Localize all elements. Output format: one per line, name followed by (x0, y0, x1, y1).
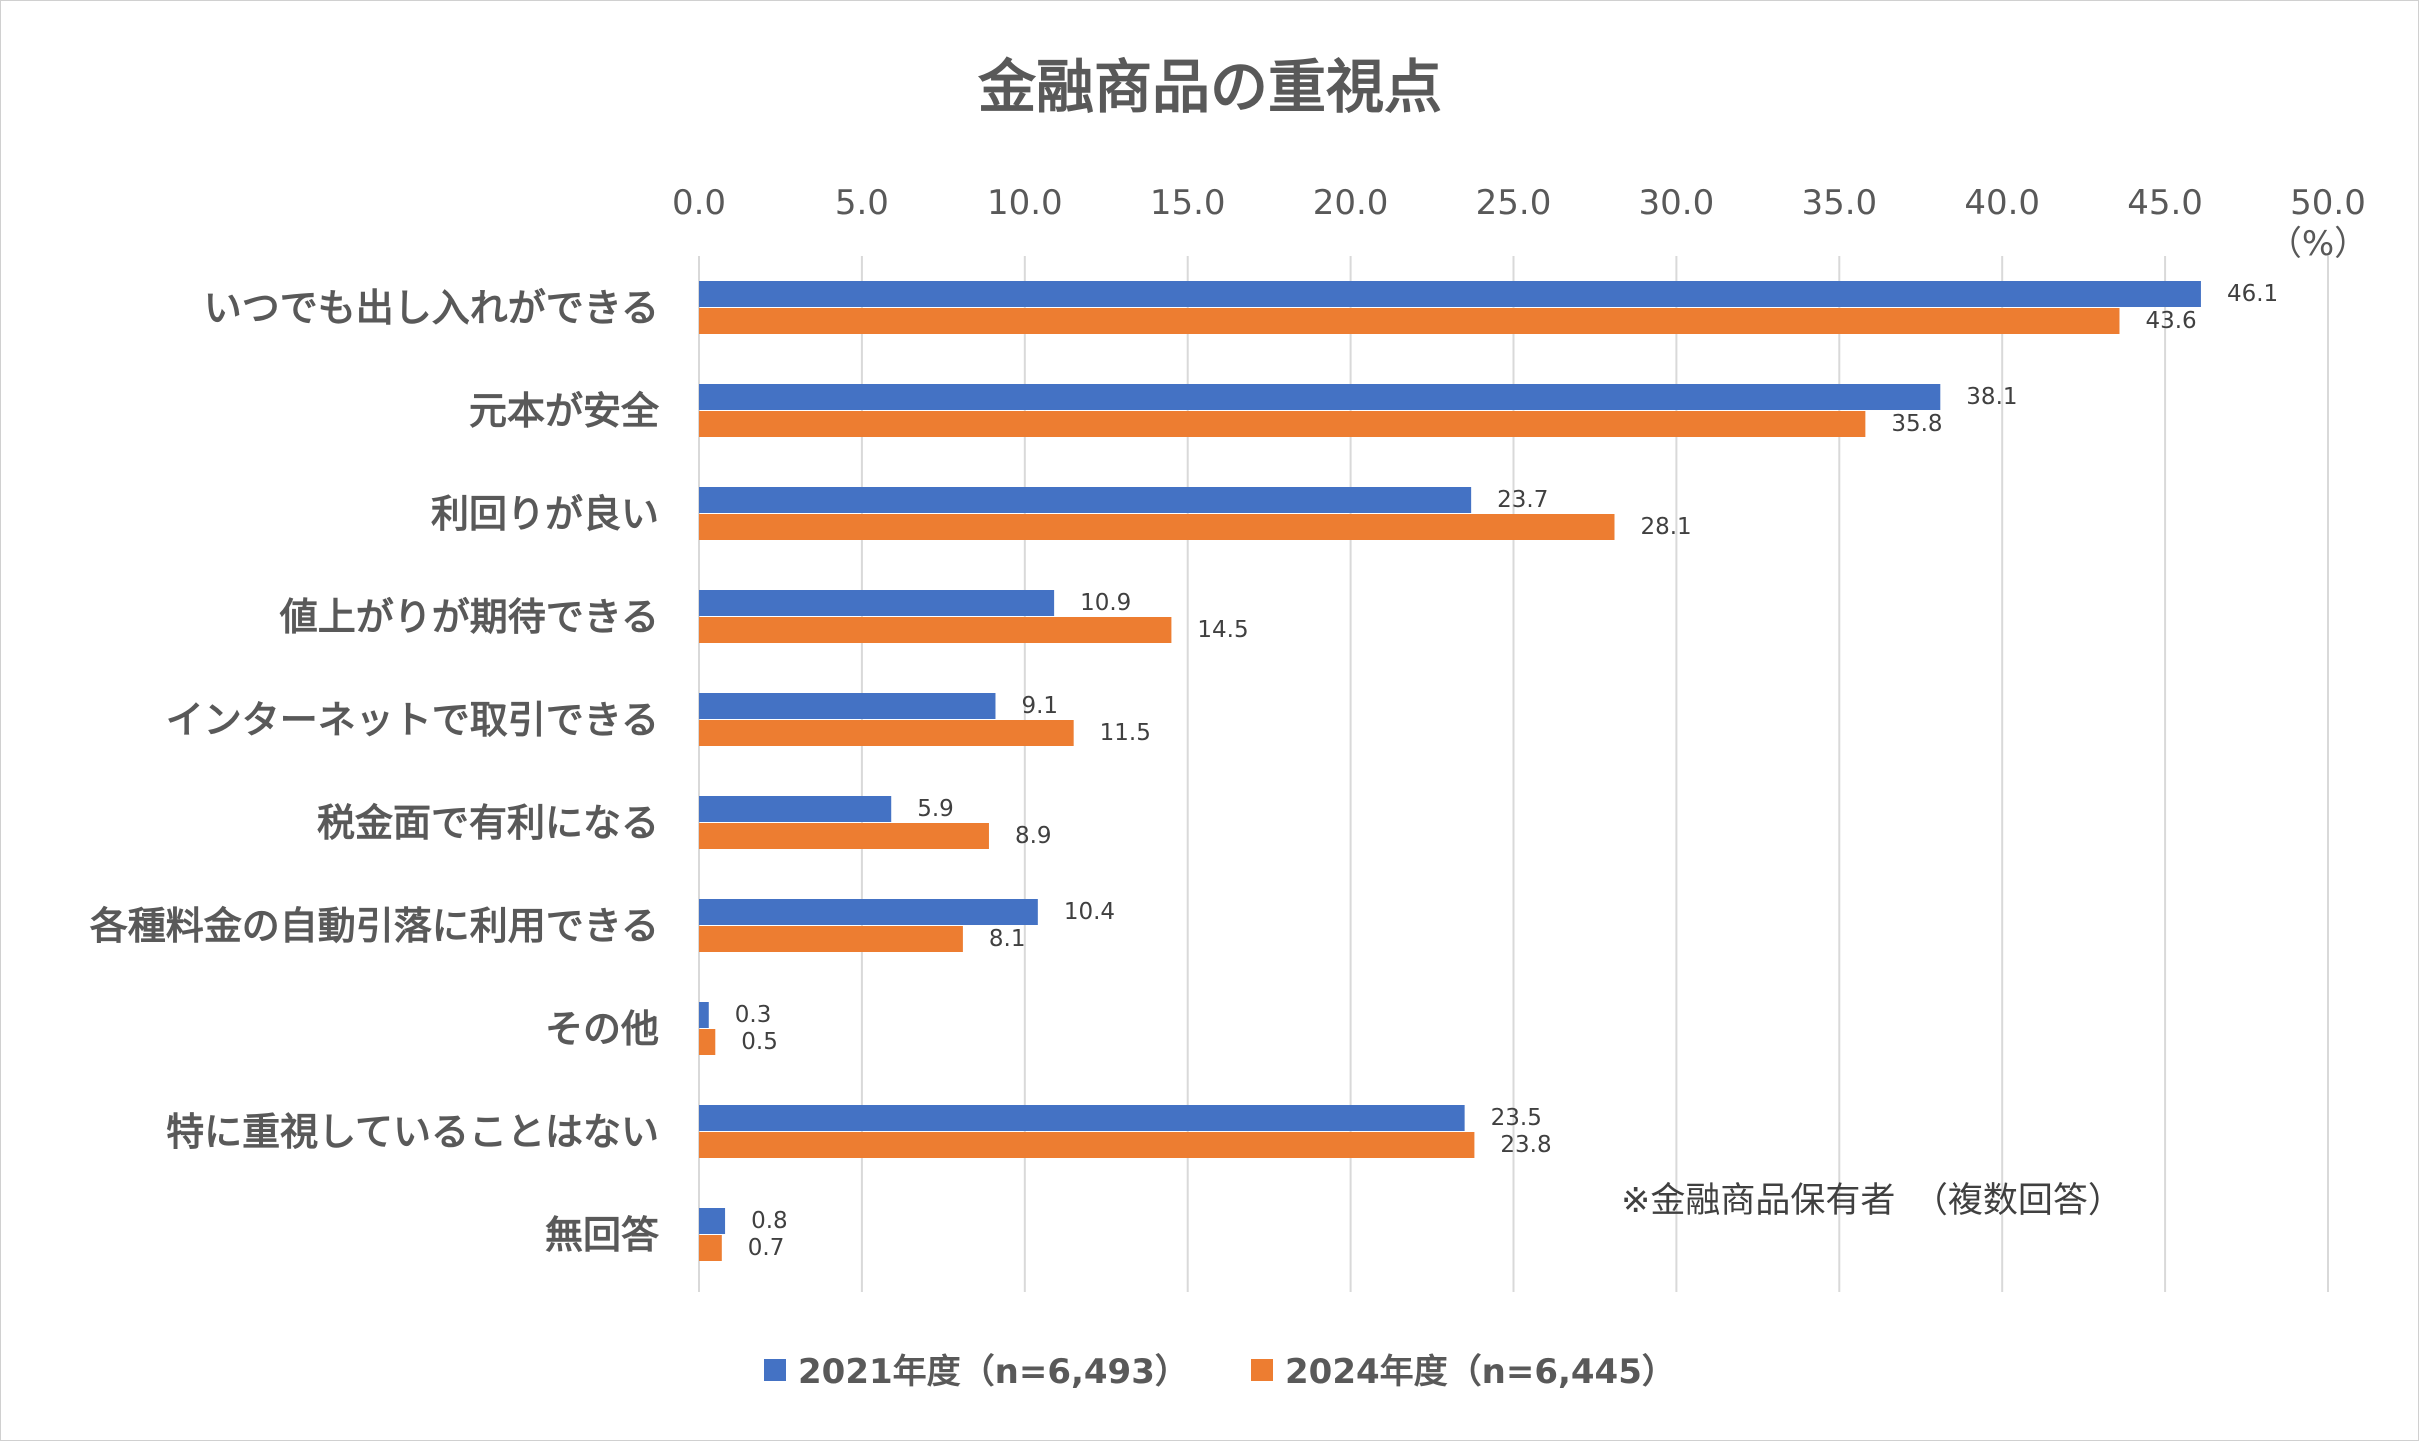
data-label: 28.1 (1640, 514, 1691, 540)
category-label: インターネットで取引できる (166, 698, 659, 742)
bar-series-1 (699, 1002, 709, 1028)
bar-series-1 (699, 899, 1038, 925)
bar-series-1 (699, 384, 1941, 410)
category-label: 特に重視していることはない (166, 1110, 659, 1154)
data-label: 0.7 (748, 1235, 785, 1261)
data-label: 5.9 (917, 796, 954, 822)
bar-series-2 (699, 926, 963, 952)
data-label: 23.5 (1491, 1105, 1542, 1131)
bar-series-2 (699, 720, 1074, 746)
bar-series-2 (699, 1235, 722, 1261)
category-label: いつでも出し入れができる (204, 286, 659, 330)
x-tick-label: 45.0 (2127, 183, 2203, 223)
bar-series-1 (699, 590, 1055, 616)
data-label: 9.1 (1021, 693, 1058, 719)
data-labels: 46.1 38.1 23.7 10.9 9.1 5.9 10.4 0.3 23.5 0.8 43.6… (735, 281, 2278, 1261)
x-tick-label: 5.0 (835, 183, 889, 223)
bar-series-1 (699, 1105, 1465, 1131)
x-axis-ticks: 0.0 5.0 10.0 15.0 20.0 25.0 30.0 35.0 40.0 45.0 50… (672, 183, 2366, 223)
data-label: 23.7 (1497, 487, 1548, 513)
x-tick-label: 40.0 (1964, 183, 2040, 223)
bar-series-1 (699, 693, 996, 719)
x-tick-label: 35.0 (1801, 183, 1877, 223)
bar-series-2 (699, 1029, 716, 1055)
bar-series-1 (699, 487, 1472, 513)
x-tick-label: 25.0 (1476, 183, 1552, 223)
category-label: 無回答 (545, 1213, 660, 1257)
data-label: 8.9 (1015, 823, 1052, 849)
category-label: 利回りが良い (431, 492, 659, 536)
category-label: 税金面で有利になる (317, 801, 659, 845)
data-label: 23.8 (1500, 1132, 1551, 1158)
x-tick-label: 10.0 (987, 183, 1063, 223)
category-labels: いつでも出し入れができる元本が安全利回りが良い値上がりが期待できるインターネット… (90, 286, 660, 1257)
bar-series-2 (699, 1132, 1475, 1158)
respondent-note: ※金融商品保有者 （複数回答） (1621, 1181, 2123, 1221)
bar-series-2 (699, 823, 989, 849)
data-label: 0.8 (751, 1208, 788, 1234)
data-label: 10.9 (1080, 590, 1131, 616)
bar-series-2 (699, 514, 1615, 540)
bar-series-1 (699, 281, 2201, 307)
data-label: 10.4 (1064, 899, 1115, 925)
data-label: 0.5 (741, 1029, 778, 1055)
legend-label: 2021年度（n=6,493） (798, 1352, 1189, 1392)
unit-label: （%） (2268, 224, 2368, 264)
category-label: 各種料金の自動引落に利用できる (90, 904, 659, 948)
bar-series-2 (699, 308, 2120, 334)
legend: 2021年度（n=6,493） 2024年度（n=6,445） (764, 1352, 1676, 1392)
data-label: 43.6 (2145, 308, 2196, 334)
data-label: 11.5 (1100, 720, 1151, 746)
data-label: 46.1 (2227, 281, 2278, 307)
x-tick-label: 20.0 (1313, 183, 1389, 223)
data-label: 0.3 (735, 1002, 772, 1028)
legend-swatch (764, 1359, 786, 1381)
x-tick-label: 0.0 (672, 183, 726, 223)
legend-label: 2024年度（n=6,445） (1285, 1352, 1676, 1392)
chart-title: 金融商品の重視点 (978, 53, 1442, 121)
category-label: 元本が安全 (469, 389, 660, 433)
bar-series-1 (699, 1208, 726, 1234)
category-label: 値上がりが期待できる (279, 595, 659, 639)
x-tick-label: 15.0 (1150, 183, 1226, 223)
legend-swatch (1251, 1359, 1273, 1381)
data-label: 8.1 (989, 926, 1026, 952)
bar-series-2 (699, 411, 1866, 437)
category-label: その他 (545, 1007, 659, 1051)
bars (699, 281, 2201, 1261)
x-tick-label: 50.0 (2290, 183, 2366, 223)
bar-series-2 (699, 617, 1172, 643)
bar-series-1 (699, 796, 892, 822)
data-label: 35.8 (1891, 411, 1942, 437)
data-label: 14.5 (1197, 617, 1248, 643)
data-label: 38.1 (1966, 384, 2017, 410)
x-tick-label: 30.0 (1639, 183, 1715, 223)
